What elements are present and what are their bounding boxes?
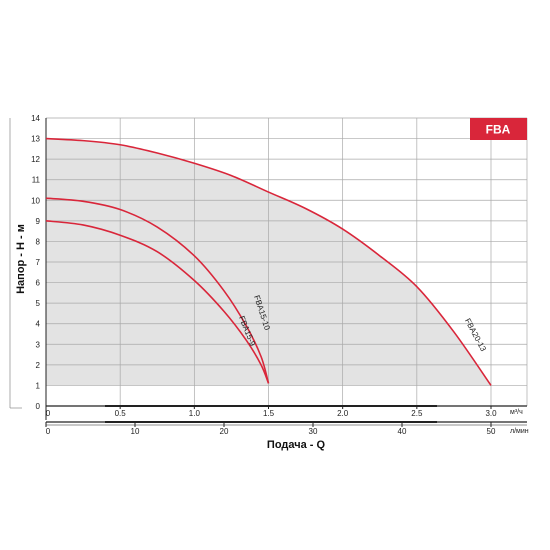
- series-line-fba15-10: [45, 197, 270, 384]
- x-tick-label-secondary: 40: [398, 427, 407, 436]
- y-tick-label: 14: [31, 114, 40, 123]
- x-tick-label: 0.5: [115, 409, 127, 418]
- x-tick-label: 3.0: [485, 409, 497, 418]
- series-line-fba20-13: [45, 137, 492, 386]
- curve-label-fba20-13: FBA20-13: [463, 317, 488, 354]
- y-tick-label: 5: [36, 299, 41, 308]
- x-tick-label: 1.5: [263, 409, 275, 418]
- x-tick-label-secondary: 10: [131, 427, 140, 436]
- y-tick-label: 1: [36, 381, 41, 390]
- y-tick-label: 9: [36, 217, 41, 226]
- y-tick-label: 2: [36, 361, 41, 370]
- x-tick-labels-lmin: 0 10 20 30 40 50: [46, 427, 496, 436]
- x-tick-label-secondary: 20: [220, 427, 229, 436]
- y-tick-label: 11: [32, 176, 41, 185]
- x-tick-label: 0: [46, 409, 51, 418]
- y-tick-label: 8: [36, 237, 41, 246]
- x-tick-label-secondary: 50: [487, 427, 496, 436]
- y-tick-label: 7: [36, 258, 41, 267]
- y-axis-title: Напор - H - м: [15, 224, 27, 294]
- x-unit-secondary: л/мин: [510, 428, 529, 435]
- y-tick-label: 6: [36, 279, 41, 288]
- y-tick-label: 12: [31, 155, 40, 164]
- y-tick-label: 4: [36, 320, 41, 329]
- x-tick-label: 1.0: [189, 409, 201, 418]
- x-unit-primary: м³/ч: [510, 409, 523, 416]
- model-badge: [470, 118, 527, 140]
- x-tick-label: 2.0: [337, 409, 349, 418]
- x-tick-labels-m3h: 0 0.5 1.0 1.5 2.0 2.5 3.0: [46, 409, 497, 418]
- grid-lines: [9, 117, 528, 427]
- x-tick-label: 2.5: [411, 409, 423, 418]
- y-tick-label: 3: [36, 340, 41, 349]
- y-tick-label: 13: [31, 135, 40, 144]
- x-tick-label-secondary: 30: [309, 427, 318, 436]
- y-tick-label: 0: [36, 402, 41, 411]
- x-tick-label-secondary: 0: [46, 427, 51, 436]
- series-line-fba15-9: [45, 220, 270, 384]
- x-axis-title: Подача - Q: [267, 439, 326, 451]
- y-tick-label: 10: [31, 196, 40, 205]
- model-badge-label: FBA: [486, 123, 511, 137]
- series-lines: [45, 137, 492, 386]
